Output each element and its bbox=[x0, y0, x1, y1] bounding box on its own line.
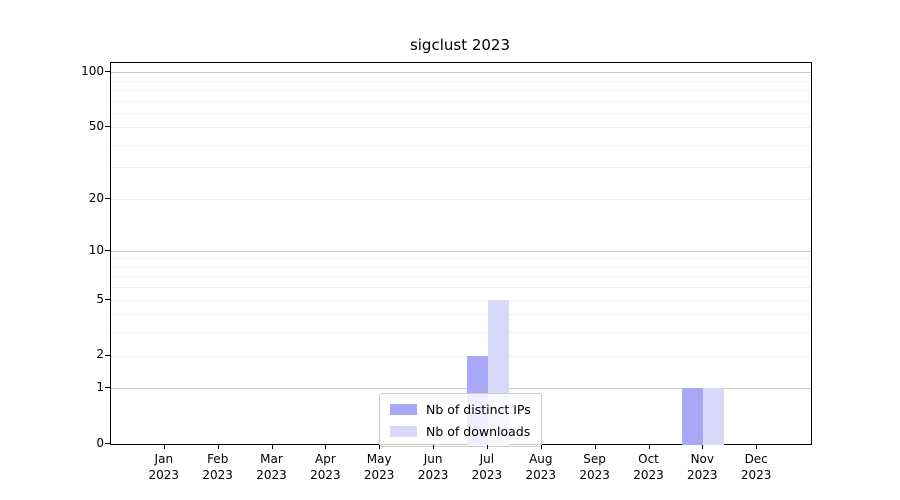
legend-label-distinct-ips: Nb of distinct IPs bbox=[426, 401, 531, 417]
chart-title: sigclust 2023 bbox=[409, 36, 511, 54]
legend-row-downloads: Nb of downloads bbox=[390, 423, 531, 439]
x-tick-label-aug: Aug 2023 bbox=[525, 452, 557, 482]
x-tick-mark-sep bbox=[594, 445, 596, 449]
minor-gridline-50 bbox=[111, 127, 811, 129]
x-tick-mark-jan bbox=[163, 445, 165, 449]
bar-nb-of-distinct-ips-nov bbox=[682, 388, 704, 445]
minor-gridline-70 bbox=[111, 100, 811, 102]
minor-gridline-5 bbox=[111, 299, 811, 301]
minor-gridline-3 bbox=[111, 332, 811, 334]
legend-swatch-downloads bbox=[390, 425, 417, 437]
x-tick-label-dec: Dec 2023 bbox=[740, 452, 772, 482]
x-tick-mark-jul bbox=[486, 445, 488, 449]
x-tick-mark-may bbox=[379, 445, 381, 449]
legend: Nb of distinct IPs Nb of downloads bbox=[379, 393, 542, 447]
x-tick-label-mar: Mar 2023 bbox=[256, 452, 287, 482]
minor-gridline-40 bbox=[111, 144, 811, 146]
x-tick-label-apr: Apr 2023 bbox=[310, 452, 341, 482]
minor-gridline-8 bbox=[111, 266, 811, 268]
x-tick-mark-mar bbox=[271, 445, 273, 449]
minor-gridline-6 bbox=[111, 287, 811, 289]
y-tick-mark-0 bbox=[105, 443, 110, 444]
y-tick-mark-1 bbox=[105, 387, 110, 389]
x-tick-mark-aug bbox=[540, 445, 542, 449]
x-tick-label-oct: Oct 2023 bbox=[633, 452, 664, 482]
x-tick-label-jun: Jun 2023 bbox=[417, 452, 449, 482]
minor-gridline-20 bbox=[111, 198, 811, 200]
y-tick-label-5: 5 bbox=[96, 291, 104, 306]
x-tick-label-sep: Sep 2023 bbox=[579, 452, 610, 482]
x-tick-mark-oct bbox=[648, 445, 650, 449]
x-tick-label-feb: Feb 2023 bbox=[202, 452, 233, 482]
plot-area: Nb of distinct IPs Nb of downloads bbox=[110, 62, 812, 447]
minor-gridline-90 bbox=[111, 80, 811, 82]
y-tick-mark-20 bbox=[105, 197, 110, 199]
x-tick-label-nov: Nov 2023 bbox=[687, 452, 718, 482]
y-tick-label-20: 20 bbox=[88, 190, 104, 205]
y-tick-mark-5 bbox=[105, 298, 110, 300]
x-tick-mark-nov bbox=[702, 445, 704, 449]
minor-gridline-60 bbox=[111, 112, 811, 114]
y-tick-mark-2 bbox=[105, 354, 110, 356]
x-tick-mark-apr bbox=[325, 445, 327, 449]
minor-gridline-4 bbox=[111, 314, 811, 316]
y-tick-label-10: 10 bbox=[88, 242, 104, 257]
y-tick-label-50: 50 bbox=[88, 119, 104, 134]
y-tick-mark-100 bbox=[105, 71, 110, 72]
minor-gridline-80 bbox=[111, 89, 811, 91]
minor-gridline-7 bbox=[111, 276, 811, 278]
legend-swatch-distinct-ips bbox=[390, 403, 417, 415]
minor-gridline-30 bbox=[111, 167, 811, 169]
legend-row-distinct-ips: Nb of distinct IPs bbox=[390, 401, 531, 417]
y-tick-label-2: 2 bbox=[96, 347, 104, 362]
y-tick-label-0: 0 bbox=[96, 436, 104, 450]
x-tick-label-jul: Jul 2023 bbox=[471, 452, 503, 482]
y-tick-mark-10 bbox=[105, 249, 110, 251]
y-tick-label-100: 100 bbox=[81, 64, 104, 79]
major-gridline-10 bbox=[111, 250, 811, 252]
x-tick-mark-jun bbox=[433, 445, 435, 449]
y-tick-label-1: 1 bbox=[96, 380, 104, 395]
x-tick-label-may: May 2023 bbox=[363, 452, 395, 482]
x-tick-mark-feb bbox=[217, 445, 219, 449]
major-gridline-1 bbox=[111, 388, 811, 390]
y-tick-mark-50 bbox=[105, 126, 110, 128]
minor-gridline-2 bbox=[111, 355, 811, 357]
x-tick-label-jan: Jan 2023 bbox=[148, 452, 180, 482]
minor-gridline-9 bbox=[111, 258, 811, 260]
legend-label-downloads: Nb of downloads bbox=[426, 423, 531, 439]
bar-nb-of-downloads-nov bbox=[703, 388, 725, 445]
major-gridline-100 bbox=[111, 72, 811, 73]
x-tick-mark-dec bbox=[756, 445, 758, 449]
